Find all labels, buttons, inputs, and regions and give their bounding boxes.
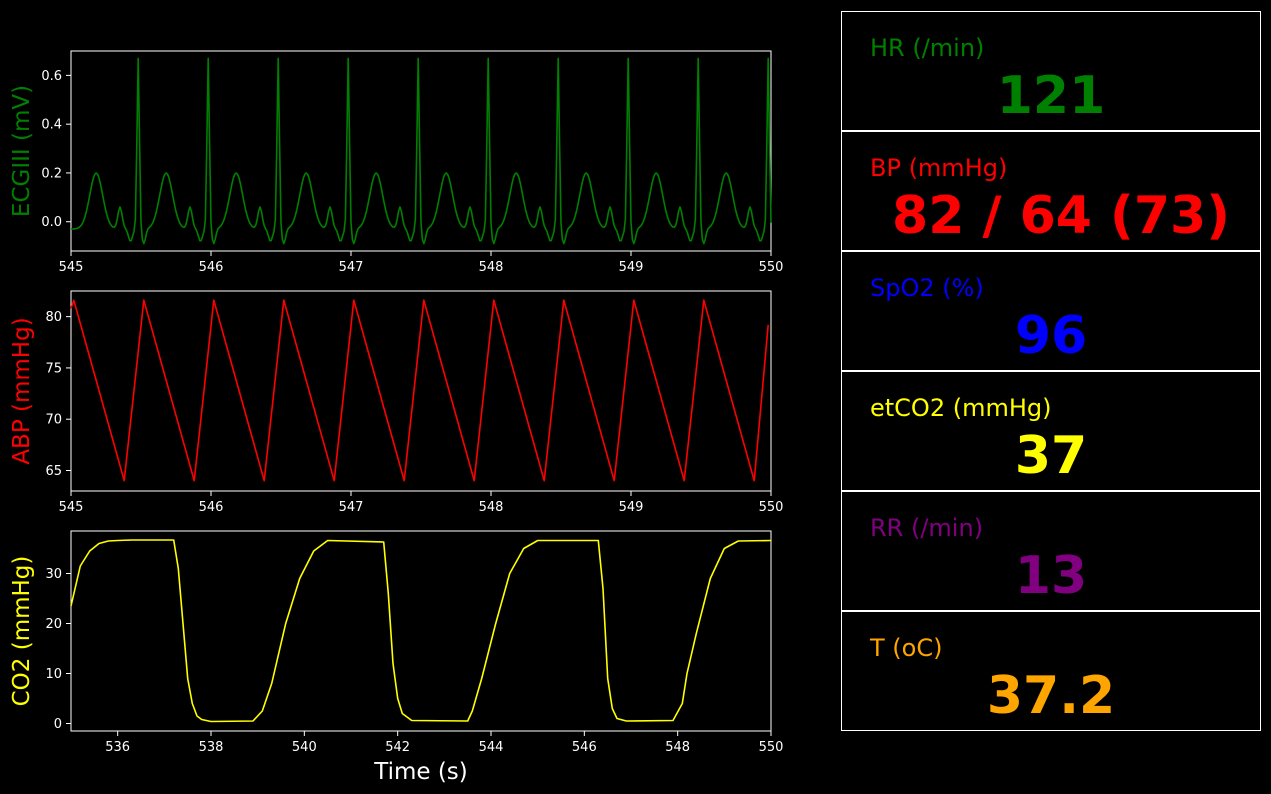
abp-y-axis-label: ABP (mmHg) (9, 317, 35, 464)
co2-waveform-line (70, 539, 772, 723)
ecg-y-axis-label: ECGIII (mV) (9, 85, 35, 217)
co2-y-axis-label: CO2 (mmHg) (9, 556, 35, 707)
abp-x-tick-label: 549 (619, 500, 644, 515)
ecg-x-tick-label: 549 (619, 260, 644, 275)
ecg-plot-frame (70, 50, 772, 252)
hr-panel: HR (/min) 121 (841, 11, 1261, 131)
etco2-value: 37 (1014, 426, 1088, 486)
abp-x-tick-label: 545 (59, 500, 84, 515)
co2-y-tick-label: 0 (54, 717, 62, 732)
abp-x-tick-label: 546 (199, 500, 224, 515)
co2-x-tick-label: 536 (105, 740, 130, 755)
abp-chart: 545 546 547 548 549 550 65 70 75 80 ABP (mmHg) (9, 290, 784, 515)
ecg-y-tick-label: 0.2 (41, 166, 62, 181)
abp-x-tick-label: 548 (479, 500, 504, 515)
spo2-panel: SpO2 (%) 96 (841, 251, 1261, 371)
ecg-y-tick-label: 0.0 (41, 215, 62, 230)
etco2-panel: etCO2 (mmHg) 37 (841, 371, 1261, 491)
co2-x-tick-label: 544 (479, 740, 504, 755)
bp-label: BP (mmHg) (870, 154, 1008, 182)
waveform-charts: 545 546 547 548 549 550 0.0 0.2 0.4 0.6 ECGIII (mV… (9, 50, 784, 785)
abp-y-tick-label: 65 (45, 464, 62, 479)
bp-panel: BP (mmHg) 82 / 64 (73) (841, 131, 1261, 251)
abp-y-tick-label: 70 (45, 413, 62, 428)
abp-plot-frame (70, 290, 772, 492)
x-axis-label: Time (s) (373, 759, 468, 785)
ecg-x-tick-label: 550 (759, 260, 784, 275)
abp-y-tick-label: 75 (45, 361, 62, 376)
abp-waveform-line (70, 299, 769, 482)
hr-label: HR (/min) (870, 34, 985, 62)
rr-value: 13 (1014, 546, 1088, 606)
abp-x-tick-label: 550 (759, 500, 784, 515)
ecg-x-tick-label: 545 (59, 260, 84, 275)
temp-label: T (oC) (870, 634, 943, 662)
co2-x-tick-label: 546 (572, 740, 597, 755)
ecg-x-tick-label: 548 (479, 260, 504, 275)
co2-x-tick-label: 538 (199, 740, 224, 755)
bp-value: 82 / 64 (73) (892, 186, 1230, 246)
co2-y-tick-label: 10 (45, 667, 62, 682)
ecg-x-tick-label: 546 (199, 260, 224, 275)
ecg-y-tick-label: 0.6 (41, 69, 62, 84)
temp-value: 37.2 (986, 666, 1116, 726)
temp-panel: T (oC) 37.2 (841, 611, 1261, 731)
co2-x-tick-label: 540 (292, 740, 317, 755)
ecg-chart: 545 546 547 548 549 550 0.0 0.2 0.4 0.6 ECGIII (mV… (9, 50, 784, 275)
ecg-waveform-line (71, 57, 772, 245)
abp-y-tick-label: 80 (45, 310, 62, 325)
co2-plot-frame (70, 530, 772, 732)
co2-x-tick-label: 542 (385, 740, 410, 755)
co2-x-tick-label: 550 (759, 740, 784, 755)
rr-label: RR (/min) (870, 514, 984, 542)
hr-value: 121 (996, 66, 1106, 126)
rr-panel: RR (/min) 13 (841, 491, 1261, 611)
abp-x-tick-label: 547 (339, 500, 364, 515)
co2-x-tick-label: 548 (665, 740, 690, 755)
co2-y-tick-label: 20 (45, 617, 62, 632)
spo2-value: 96 (1014, 306, 1088, 366)
etco2-label: etCO2 (mmHg) (870, 394, 1052, 422)
spo2-label: SpO2 (%) (870, 274, 984, 302)
co2-chart: 536 538 540 542 544 546 548 550 0 10 20 30 CO2 (mmHg… (9, 530, 784, 755)
ecg-y-tick-label: 0.4 (41, 118, 62, 133)
co2-y-tick-label: 30 (45, 567, 62, 582)
ecg-x-tick-label: 547 (339, 260, 364, 275)
